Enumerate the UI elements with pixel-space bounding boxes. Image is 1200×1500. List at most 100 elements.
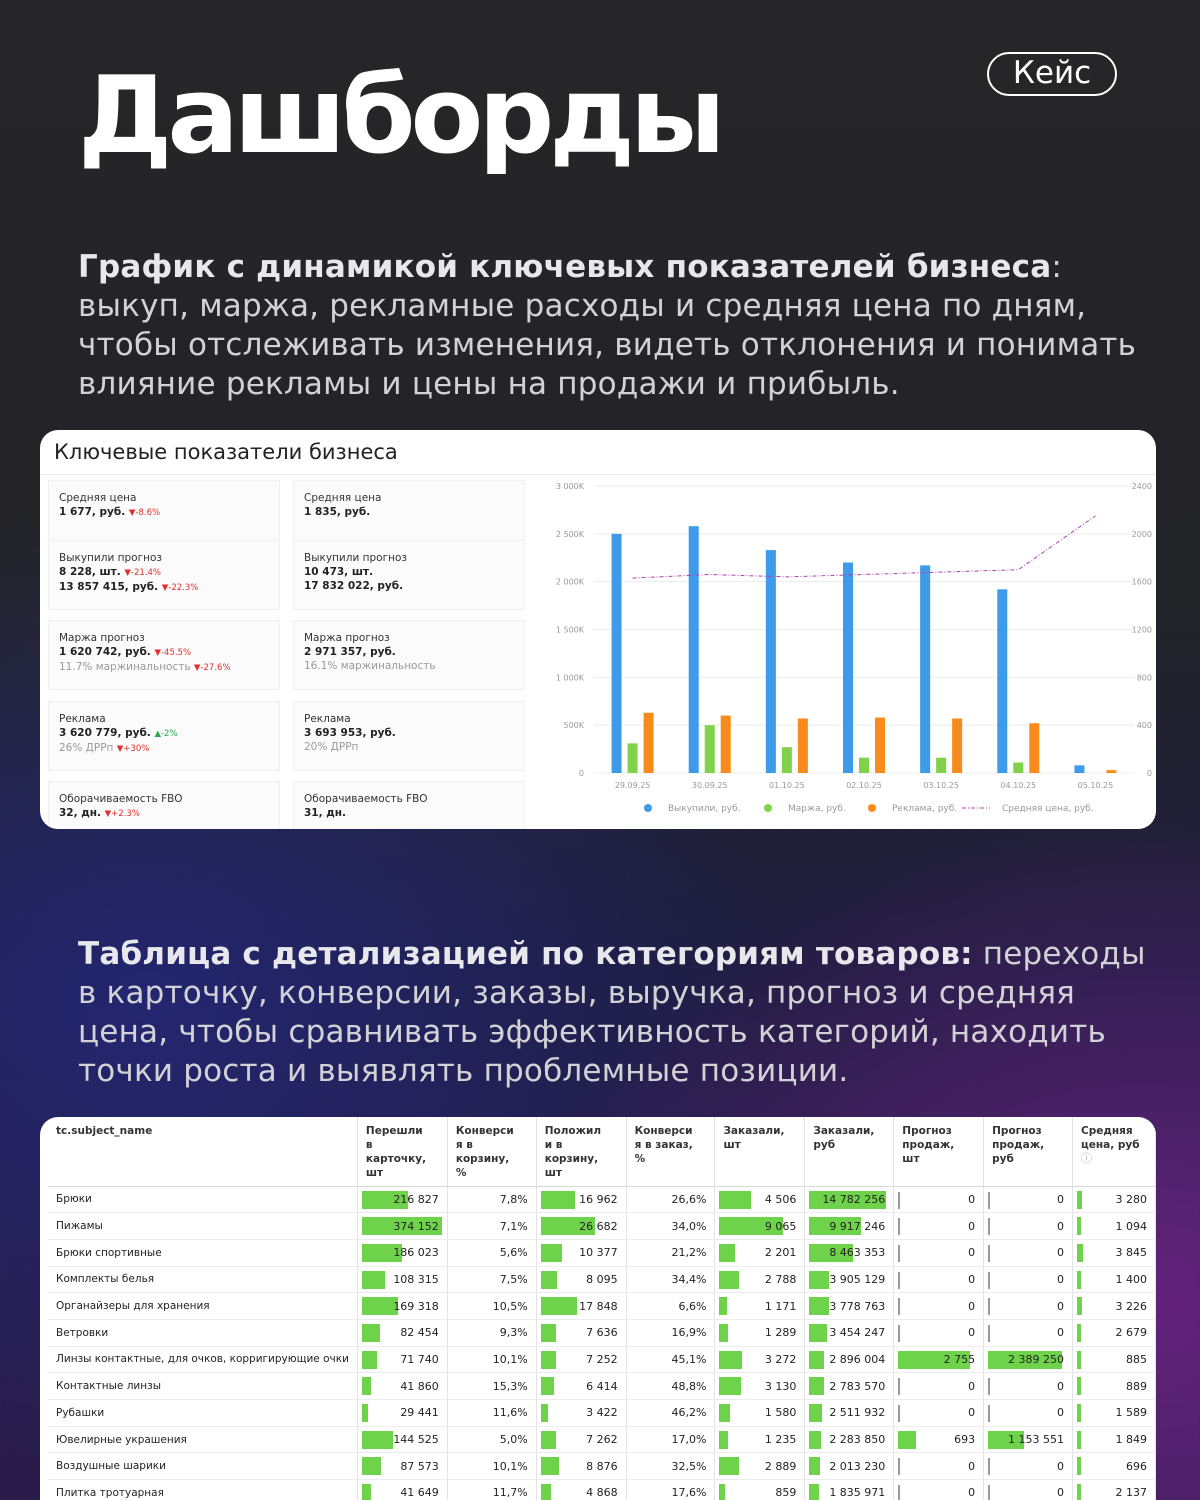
column-header[interactable]: Положил и в корзину, шт bbox=[536, 1117, 627, 1187]
cell-value: 4 506 bbox=[764, 1192, 797, 1206]
cell-fc_rub: 0 bbox=[983, 1372, 1074, 1400]
data-bar bbox=[719, 1350, 743, 1369]
cell-value: 9,3% bbox=[499, 1326, 528, 1340]
x-tick-label: 29.09.25 bbox=[615, 781, 651, 790]
cell-value: 1 094 bbox=[1115, 1219, 1148, 1233]
bar-margin bbox=[1013, 762, 1024, 773]
kpi-value: 3 693 953, руб. bbox=[304, 726, 524, 740]
cell-revenue: 14 782 256 bbox=[804, 1186, 895, 1214]
cell-value: 10,1% bbox=[492, 1352, 528, 1366]
column-header[interactable]: Прогноз продаж, шт bbox=[893, 1117, 985, 1187]
cell-fc_qty: 0 bbox=[893, 1452, 985, 1481]
column-header[interactable]: Средняя цена, руб ⓘ bbox=[1072, 1117, 1156, 1187]
zero-bar bbox=[988, 1298, 991, 1316]
column-header-line: % bbox=[634, 1153, 646, 1165]
cell-value: 2 788 bbox=[764, 1272, 797, 1286]
cell-visits: 41 649 bbox=[357, 1479, 448, 1500]
kpi-subvalue-delta: ▼+30% bbox=[116, 744, 150, 754]
cell-revenue: 3 905 129 bbox=[804, 1266, 895, 1294]
table-row[interactable]: Ювелирные украшения 144 525 5,0% 7 262 17,0%… bbox=[48, 1426, 1156, 1454]
bar-buyout bbox=[611, 533, 622, 773]
column-header[interactable]: Конверси я в заказ,% bbox=[626, 1117, 716, 1187]
cell-visits: 374 152 bbox=[357, 1212, 448, 1240]
table-row[interactable]: Воздушные шарики 87 573 10,1% 8 876 32,5% 2 8… bbox=[48, 1452, 1156, 1481]
category-name: Пижамы bbox=[48, 1212, 358, 1240]
table-row[interactable]: Контактные линзы 41 860 15,3% 6 414 48,8% 3 1… bbox=[48, 1372, 1156, 1400]
table-row[interactable]: Брюки спортивные 186 023 5,6% 10 377 21,2% 2 … bbox=[48, 1239, 1156, 1267]
table-row[interactable]: Органайзеры для хранения 169 318 10,5% 17 8… bbox=[48, 1292, 1156, 1320]
table-row[interactable]: Рубашки 29 441 11,6% 3 422 46,2% 1 580 2 511 9… bbox=[48, 1399, 1156, 1427]
cell-value: 7 252 bbox=[586, 1352, 618, 1366]
column-header[interactable]: Конверси я в корзину,% bbox=[447, 1117, 537, 1187]
column-header[interactable]: Перешли в карточку, шт bbox=[357, 1117, 448, 1187]
cell-value: 3 778 763 bbox=[829, 1299, 886, 1313]
cell-visits: 169 318 bbox=[357, 1292, 448, 1320]
column-header-line: корзину, bbox=[455, 1153, 510, 1165]
cell-value: 10,1% bbox=[492, 1459, 528, 1473]
cell-value: 0 bbox=[968, 1486, 976, 1500]
category-name: Воздушные шарики bbox=[48, 1452, 358, 1481]
cell-value: 0 bbox=[968, 1192, 976, 1206]
legend-label: Средняя цена, руб. bbox=[1002, 804, 1094, 814]
cell-value: 8 876 bbox=[586, 1459, 618, 1473]
kpi-value-text: 8 228, шт. bbox=[59, 566, 121, 578]
kpi-value: 3 620 779, руб. ▲-2% bbox=[59, 726, 279, 741]
cell-cart: 4 868 bbox=[536, 1479, 627, 1500]
case-badge: Кейс bbox=[987, 52, 1117, 96]
table-row[interactable]: Плитка тротуарная 41 649 11,7% 4 868 17,6% 85… bbox=[48, 1479, 1156, 1500]
column-header[interactable]: tc.subject_name bbox=[48, 1117, 358, 1187]
cell-value: 0 bbox=[1057, 1459, 1065, 1473]
cell-fc_rub: 0 bbox=[983, 1479, 1074, 1500]
data-bar bbox=[719, 1217, 784, 1236]
table-description: Таблица с детализацией по категориям тов… bbox=[78, 935, 1158, 1091]
cell-avg: 2 679 bbox=[1072, 1319, 1156, 1347]
kpi-card: Оборачиваемость FBO 31, дн. bbox=[293, 781, 525, 829]
category-name: Линзы контактные, для очков, корригирующ… bbox=[48, 1346, 358, 1374]
data-bar bbox=[719, 1377, 742, 1396]
kpi-value-text: 1 677, руб. bbox=[59, 506, 126, 518]
x-tick-label: 02.10.25 bbox=[846, 781, 882, 790]
column-header-line: Заказали, bbox=[813, 1125, 875, 1137]
cell-cart: 17 848 bbox=[536, 1292, 627, 1320]
cell-value: 0 bbox=[968, 1299, 976, 1313]
bar-margin bbox=[627, 743, 638, 773]
column-header[interactable]: Прогноз продаж, руб bbox=[983, 1117, 1074, 1187]
column-header-line: шт bbox=[544, 1167, 562, 1179]
category-name: Плитка тротуарная bbox=[48, 1479, 358, 1500]
cell-value: 374 152 bbox=[393, 1219, 439, 1233]
zero-bar bbox=[898, 1244, 901, 1262]
data-bar bbox=[361, 1270, 385, 1289]
column-header-line: Заказали, bbox=[723, 1125, 785, 1137]
cell-value: 82 454 bbox=[400, 1326, 439, 1340]
legend-marker bbox=[644, 804, 652, 812]
kpi-card: Маржа прогноз 2 971 357, руб. 16.1% маржин… bbox=[293, 620, 525, 690]
kpi-value: 32, дн. ▼+2.3% bbox=[59, 806, 279, 821]
cell-conv_cart: 7,8% bbox=[447, 1186, 537, 1214]
cell-value: 3 130 bbox=[764, 1379, 797, 1393]
cell-value: 11,7% bbox=[492, 1486, 528, 1500]
data-bar bbox=[809, 1297, 830, 1316]
table-row[interactable]: Ветровки 82 454 9,3% 7 636 16,9% 1 289 3 454 2… bbox=[48, 1319, 1156, 1347]
column-header[interactable]: Заказали, руб bbox=[804, 1117, 895, 1187]
cell-value: 216 827 bbox=[393, 1192, 439, 1206]
table-row[interactable]: Линзы контактные, для очков, корригирующ… bbox=[48, 1346, 1156, 1374]
table-row[interactable]: Брюки 216 827 7,8% 16 962 26,6% 4 506 14 782 2… bbox=[48, 1186, 1156, 1214]
cell-value: 889 bbox=[1126, 1379, 1147, 1393]
kpi-value-text: 3 620 779, руб. bbox=[59, 727, 151, 739]
data-bar bbox=[719, 1243, 736, 1262]
column-header[interactable]: Заказали, шт bbox=[714, 1117, 806, 1187]
kpi-card: Реклама 3 693 953, руб. 20% ДРРп bbox=[293, 701, 525, 771]
table-description-bold: Таблица с детализацией по категориям тов… bbox=[78, 936, 973, 972]
cell-fc_rub: 2 389 250 bbox=[983, 1346, 1074, 1374]
table-row[interactable]: Комплекты белья 108 315 7,5% 8 095 34,4% 2 78… bbox=[48, 1266, 1156, 1294]
y-tick-right: 1600 bbox=[1132, 578, 1152, 587]
kpi-label: Выкупили прогноз bbox=[304, 552, 407, 564]
cell-avg: 885 bbox=[1072, 1346, 1156, 1374]
table-row[interactable]: Пижамы 374 152 7,1% 26 682 34,0% 9 065 9 917 2… bbox=[48, 1212, 1156, 1240]
x-tick-label: 05.10.25 bbox=[1078, 781, 1114, 790]
cell-fc_rub: 0 bbox=[983, 1292, 1074, 1320]
data-bar bbox=[361, 1190, 408, 1209]
data-bar bbox=[540, 1404, 548, 1422]
cell-value: 2 783 570 bbox=[829, 1379, 886, 1393]
category-name: Органайзеры для хранения bbox=[48, 1292, 358, 1320]
